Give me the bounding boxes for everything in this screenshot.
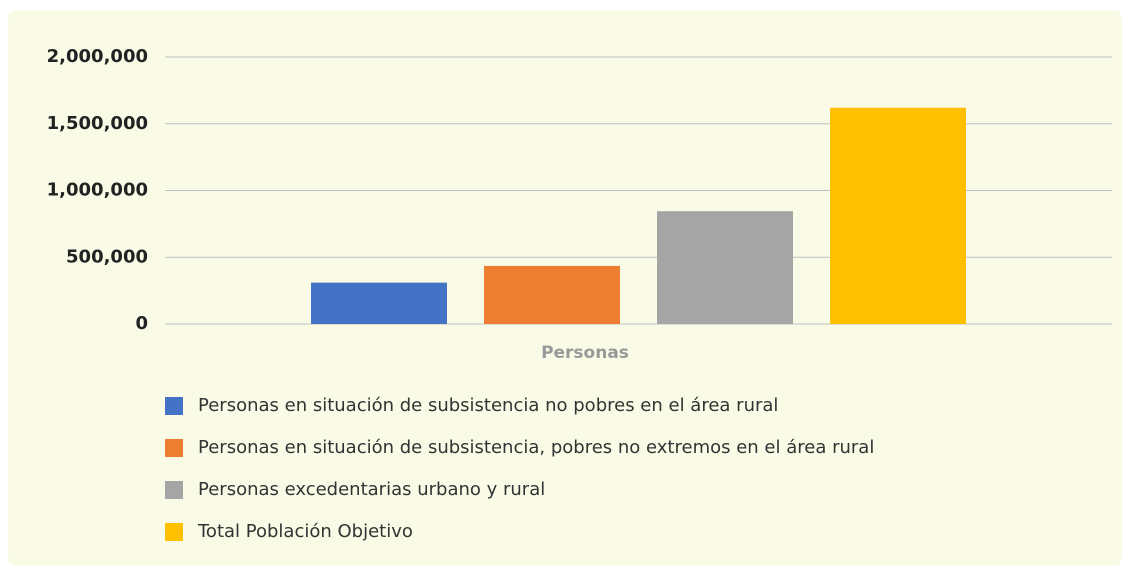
legend-swatch xyxy=(165,397,183,415)
y-tick-label: 1,500,000 xyxy=(47,113,148,134)
y-tick-label: 1,000,000 xyxy=(47,180,148,201)
legend-label: Personas excedentarias urbano y rural xyxy=(198,479,545,500)
legend-label: Total Población Objetivo xyxy=(197,521,413,542)
bar xyxy=(311,282,447,324)
legend-swatch xyxy=(165,439,183,457)
bar xyxy=(484,265,620,324)
legend-label: Personas en situación de subsistencia no… xyxy=(198,395,778,416)
y-tick-label: 500,000 xyxy=(66,246,148,267)
legend-swatch xyxy=(165,523,183,541)
x-tick-label: Personas xyxy=(541,343,629,363)
legend-swatch xyxy=(165,481,183,499)
bar xyxy=(657,211,793,324)
y-tick-label: 2,000,000 xyxy=(47,46,148,67)
bar xyxy=(830,107,966,324)
y-tick-label: 0 xyxy=(135,313,148,334)
legend-label: Personas en situación de subsistencia, p… xyxy=(198,437,874,458)
